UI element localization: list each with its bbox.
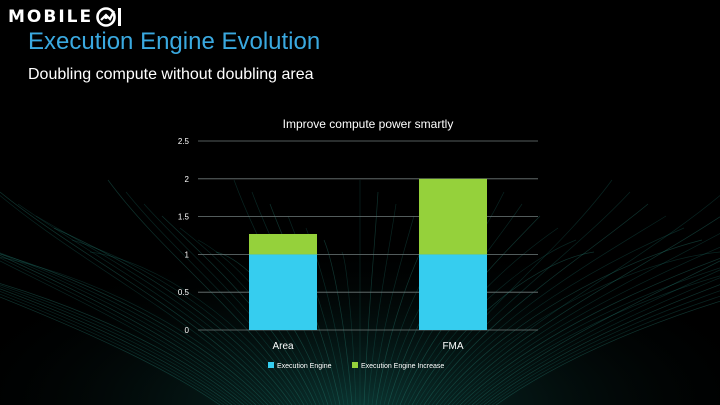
background-streak <box>71 239 297 405</box>
background-streak <box>459 258 720 405</box>
mobile01-logo: MOBILE <box>8 5 125 29</box>
background-streak <box>341 251 357 405</box>
background-streak <box>367 203 397 405</box>
slide-subtitle: Doubling compute without doubling area <box>28 66 314 83</box>
background-streak <box>0 257 253 405</box>
background-streak <box>0 288 233 405</box>
logo-mark-icon <box>96 7 122 27</box>
bar-area-series-0 <box>249 254 317 330</box>
y-tick-label: 0.5 <box>178 288 190 297</box>
background-streak <box>0 291 229 405</box>
legend-swatch <box>268 362 274 368</box>
background-streak <box>0 253 269 405</box>
background-streak <box>479 277 720 405</box>
background-streak <box>107 179 305 405</box>
background-streak <box>0 284 241 405</box>
background-streak <box>89 251 301 405</box>
background-streak <box>0 260 249 405</box>
x-tick-label: FMA <box>442 341 463 352</box>
background-streak <box>0 195 277 405</box>
background-streak <box>0 293 225 405</box>
bar-area-series-1 <box>249 233 317 255</box>
background-streak <box>423 203 649 405</box>
background-streak <box>415 179 613 405</box>
background-streak <box>447 216 720 405</box>
background-streak <box>471 260 720 405</box>
background-streak <box>411 251 595 405</box>
legend-label: Execution Engine Increase <box>361 363 444 370</box>
background-streak <box>0 296 221 405</box>
background-streak <box>53 227 293 405</box>
logo-text: MOBILE <box>8 7 94 27</box>
background-streak <box>17 203 285 405</box>
background-streak <box>0 283 245 405</box>
background-streak <box>0 256 273 405</box>
background-streak <box>455 246 720 405</box>
background-streak <box>427 215 667 405</box>
background-streak <box>443 195 720 405</box>
bar-fma-series-1 <box>419 178 487 255</box>
background-streak <box>161 215 317 405</box>
background-streak <box>439 251 720 405</box>
legend-swatch <box>352 362 358 368</box>
slide-title: Execution Engine Evolution <box>28 28 321 55</box>
background-streak <box>451 233 720 405</box>
background-streak <box>491 295 720 405</box>
chart-legend: Execution Engine Execution Engine Increas… <box>268 362 444 370</box>
y-tick-label: 1.5 <box>178 213 190 222</box>
background-streak <box>0 254 257 405</box>
background-streak <box>0 252 265 405</box>
background-streak <box>0 286 237 405</box>
background-streak <box>483 284 720 405</box>
y-tick-label: 2.5 <box>178 137 190 146</box>
background-streak <box>495 300 720 405</box>
background-streak <box>463 267 720 405</box>
background-streak <box>287 215 345 405</box>
chart-title: Improve compute power smartly <box>283 117 454 131</box>
background-streak <box>0 253 261 405</box>
bar-fma-series-0 <box>419 254 487 330</box>
background-streak <box>467 275 720 405</box>
legend-label: Execution Engine <box>277 363 332 370</box>
x-tick-label: Area <box>272 341 294 352</box>
background-glow <box>0 120 720 405</box>
background-streak <box>323 239 353 405</box>
y-tick-label: 2 <box>185 175 190 184</box>
background-streak <box>475 269 720 405</box>
y-tick-label: 1 <box>185 250 190 259</box>
background-streak <box>143 203 313 405</box>
background-streak <box>487 290 720 405</box>
background-streak <box>371 215 415 405</box>
background-streak <box>407 239 577 405</box>
background-streak <box>435 239 703 405</box>
background-streak <box>431 227 685 405</box>
background-streak <box>0 191 281 405</box>
y-tick-label: 0 <box>185 326 190 335</box>
background-streak <box>35 215 289 405</box>
